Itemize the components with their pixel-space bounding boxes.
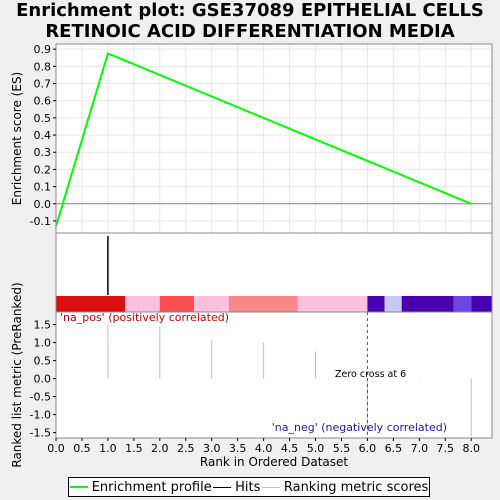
es-ytick-label: 0.5 — [34, 112, 52, 125]
chart-title-line-1: Enrichment plot: GSE37089 EPITHELIAL CEL… — [16, 0, 484, 21]
legend-item-ranking-metric: Ranking metric scores — [261, 479, 429, 495]
xtick-label: 2.5 — [177, 442, 195, 455]
es-panel — [55, 43, 493, 234]
heatbar-segment — [367, 296, 385, 312]
es-ytick-label: 0.4 — [34, 129, 52, 142]
xtick-label: 6.5 — [385, 442, 403, 455]
xtick-label: 5.0 — [307, 442, 325, 455]
rank-ytick-label: 0.5 — [34, 355, 52, 368]
rank-y-axis-title: Ranked list metric (PreRanked) — [10, 282, 24, 467]
rank-ytick-label: -1.0 — [30, 409, 51, 422]
xtick-label: 0.5 — [73, 442, 91, 455]
legend: Enrichment profile Hits Ranking metric s… — [68, 477, 430, 497]
xtick-label: 3.5 — [229, 442, 247, 455]
es-ytick-label: 0.8 — [34, 60, 52, 73]
xtick-label: 7.5 — [437, 442, 455, 455]
rank-ytick-label: 0.0 — [34, 373, 52, 386]
xtick-label: 2.0 — [151, 442, 169, 455]
es-ytick-label: 0.6 — [34, 95, 52, 108]
xtick-label: 4.0 — [255, 442, 273, 455]
legend-label-ranking-metric: Ranking metric scores — [283, 479, 429, 495]
xtick-label: 1.0 — [99, 442, 117, 455]
heatbar-segment — [401, 296, 454, 312]
neg-correlated-label: 'na_neg' (negatively correlated) — [272, 421, 447, 434]
legend-label-hits: Hits — [235, 479, 261, 495]
es-ytick-label: 0.2 — [34, 163, 52, 176]
xtick-label: 5.5 — [333, 442, 351, 455]
xtick-label: 4.5 — [281, 442, 299, 455]
rank-ytick-label: 1.5 — [34, 319, 52, 332]
rank-ytick-label: -0.5 — [30, 391, 51, 404]
chart-title-line-2: RETINOIC ACID DIFFERENTIATION MEDIA — [45, 21, 455, 42]
es-ytick-label: 0.1 — [34, 181, 52, 194]
heatbar-segment — [194, 296, 229, 312]
rank-ytick-label: -1.5 — [30, 427, 51, 440]
es-ytick-label: 0.3 — [34, 146, 52, 159]
hits-plot-area — [56, 233, 492, 296]
xtick-label: 8.0 — [462, 442, 480, 455]
legend-swatch-green — [69, 486, 88, 488]
heatbar-segment — [384, 296, 402, 312]
heatbar-segment — [228, 296, 298, 312]
xtick-label: 0.0 — [47, 442, 65, 455]
es-curve — [55, 52, 472, 227]
heatbar-segment — [159, 296, 195, 312]
es-ytick-label: 0.7 — [34, 78, 52, 91]
hits-panel — [55, 232, 493, 313]
heatbar-segment — [471, 296, 492, 312]
xtick-label: 1.5 — [125, 442, 143, 455]
rank-ytick-label: 1.0 — [34, 337, 52, 350]
legend-swatch-black — [213, 486, 232, 488]
es-ytick-label: 0.9 — [34, 43, 52, 56]
pos-correlated-label: 'na_pos' (positively correlated) — [60, 311, 229, 324]
legend-item-hits: Hits — [213, 480, 260, 495]
heatbar-segment — [125, 296, 160, 312]
rank-panel: 'na_pos' (positively correlated) 'na_neg'… — [55, 311, 493, 439]
legend-item-enrichment-profile: Enrichment profile — [69, 479, 212, 495]
xtick-label: 3.0 — [203, 442, 221, 455]
chart-title: Enrichment plot: GSE37089 EPITHELIAL CEL… — [0, 0, 500, 42]
xtick-label: 6.0 — [359, 442, 377, 455]
axes-labels: -0.1 0.0 0.1 0.2 0.3 0.4 0.5 0.6 0.7 0.8 0.9 -1.5 -1… — [10, 43, 480, 469]
heatbar-segment — [453, 296, 472, 312]
heatbar-segment — [297, 296, 368, 312]
es-ytick-label: -0.1 — [30, 215, 51, 228]
legend-swatch-gray — [261, 486, 280, 488]
es-ytick-label: 0.0 — [34, 198, 52, 211]
rank-panel-border — [55, 311, 493, 439]
xtick-label: 7.0 — [411, 442, 429, 455]
rank-plot-area — [56, 312, 492, 438]
heatbar-segment — [56, 296, 126, 312]
es-y-axis-title: Enrichment score (ES) — [10, 72, 24, 205]
zero-cross-label: Zero cross at 6 — [335, 369, 406, 380]
es-plot-area — [56, 44, 492, 233]
legend-label-enrichment-profile: Enrichment profile — [91, 479, 212, 495]
x-axis-title: Rank in Ordered Dataset — [200, 455, 348, 469]
